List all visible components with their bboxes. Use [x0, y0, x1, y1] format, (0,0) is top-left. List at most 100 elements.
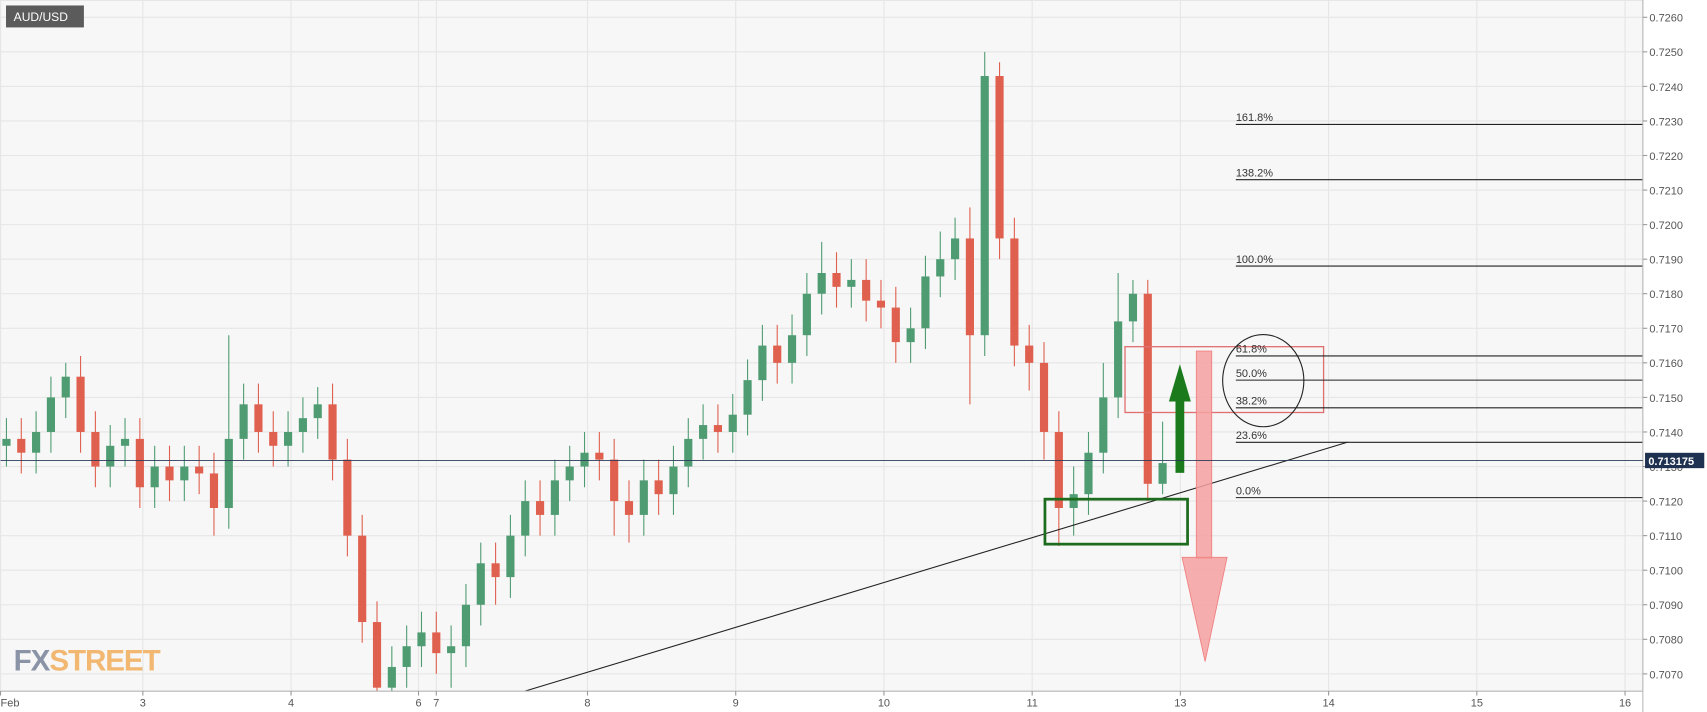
candle-body — [580, 452, 589, 467]
up-arrow-shaft — [1175, 399, 1185, 473]
candle-body — [965, 238, 974, 336]
candle-body — [491, 563, 500, 578]
candle-body — [624, 501, 634, 515]
candle-body — [254, 404, 263, 432]
y-tick-label: 0.7140 — [1649, 427, 1683, 439]
current-price-box — [1645, 452, 1705, 469]
candle-body — [862, 279, 871, 301]
y-tick-label: 0.7070 — [1649, 669, 1683, 681]
fib-label: 38.2% — [1236, 395, 1267, 407]
down-arrow-shaft — [1195, 350, 1213, 559]
candle-body — [773, 345, 782, 363]
x-tick-label: 4 — [288, 698, 294, 710]
candle-body — [1069, 494, 1078, 508]
candle-body — [417, 632, 426, 647]
candle-body — [372, 622, 382, 688]
candle-body — [209, 473, 219, 508]
up-arrow-head — [1168, 364, 1191, 402]
candle-body — [1158, 463, 1167, 484]
candle-body — [1143, 293, 1152, 484]
y-tick-label: 0.7200 — [1649, 220, 1683, 232]
candle-body — [135, 438, 144, 488]
x-tick-label: Feb — [1, 698, 20, 710]
candle-body — [728, 414, 737, 432]
candle-body — [936, 259, 945, 277]
title-box: AUD/USD — [6, 5, 84, 28]
x-tick-label: 3 — [140, 698, 146, 710]
candles — [2, 51, 1167, 692]
candle-body — [595, 452, 604, 460]
candle-body — [239, 404, 248, 439]
logo-street: STREET — [49, 644, 160, 677]
y-tick-label: 0.7120 — [1649, 496, 1683, 508]
candle-body — [876, 300, 886, 308]
candle-body — [506, 535, 515, 578]
candle-body — [550, 480, 559, 515]
y-tick-label: 0.7160 — [1649, 358, 1683, 370]
x-tick-label: 10 — [878, 698, 890, 710]
candle-body — [669, 466, 678, 495]
candle-body — [343, 459, 352, 536]
logo-fx: FX — [14, 644, 51, 677]
y-tick-label: 0.7180 — [1649, 289, 1683, 301]
x-tick-label: 13 — [1174, 698, 1186, 710]
candle-body — [284, 431, 293, 446]
y-tick-label: 0.7250 — [1649, 47, 1683, 59]
candle-body — [328, 404, 337, 460]
x-tick-label: 14 — [1323, 698, 1335, 710]
candle-body — [269, 431, 278, 446]
y-tick-label: 0.7100 — [1649, 566, 1683, 578]
candle-body — [891, 307, 900, 343]
candle-body — [521, 501, 530, 536]
candle-body — [684, 438, 693, 467]
candle-body — [32, 431, 41, 453]
candle-body — [535, 501, 545, 515]
candle-body — [1039, 362, 1049, 432]
candle-body — [1128, 293, 1138, 322]
candle-body — [995, 76, 1004, 239]
logo: FXSTREET — [14, 644, 162, 677]
candle-body — [565, 466, 574, 481]
y-tick-label: 0.7190 — [1649, 255, 1683, 267]
candle-body — [76, 376, 85, 432]
y-tick-label: 0.7260 — [1649, 13, 1683, 25]
candle-body — [17, 438, 26, 453]
fib-label: 23.6% — [1236, 430, 1267, 442]
fib-label: 50.0% — [1236, 368, 1267, 380]
candle-body — [1010, 238, 1019, 346]
candle-body — [980, 76, 989, 336]
candle-body — [165, 466, 174, 481]
y-tick-label: 0.7090 — [1649, 600, 1683, 612]
logo-text: FXSTREET — [14, 644, 161, 677]
x-tick-label: 11 — [1026, 698, 1037, 710]
candle-body — [120, 438, 130, 446]
candle-body — [699, 425, 708, 439]
candle-body — [298, 418, 307, 432]
x-tick-label: 15 — [1471, 698, 1483, 710]
y-tick-label: 0.7110 — [1649, 531, 1682, 543]
fib-label: 100.0% — [1236, 254, 1273, 266]
y-tick-label: 0.7240 — [1649, 82, 1683, 94]
down-arrow-head — [1181, 556, 1228, 662]
candle-body — [610, 459, 619, 502]
candle-body — [91, 431, 100, 467]
candle-body — [402, 646, 411, 667]
candle-body — [758, 345, 767, 381]
candle-body — [224, 438, 233, 508]
y-tick-label: 0.7230 — [1649, 116, 1683, 128]
y-tick-label: 0.7210 — [1649, 185, 1683, 197]
candle-body — [847, 279, 856, 287]
candle-body — [802, 293, 811, 336]
y-tick-label: 0.7220 — [1649, 151, 1683, 163]
candle-body — [447, 646, 456, 654]
candle-body — [1084, 452, 1093, 495]
candle-body — [150, 466, 159, 488]
candle-body — [832, 273, 841, 287]
candle-body — [46, 397, 55, 432]
candle-body — [432, 632, 441, 654]
candle-body — [817, 273, 826, 294]
y-tick-label: 0.7170 — [1649, 324, 1683, 336]
